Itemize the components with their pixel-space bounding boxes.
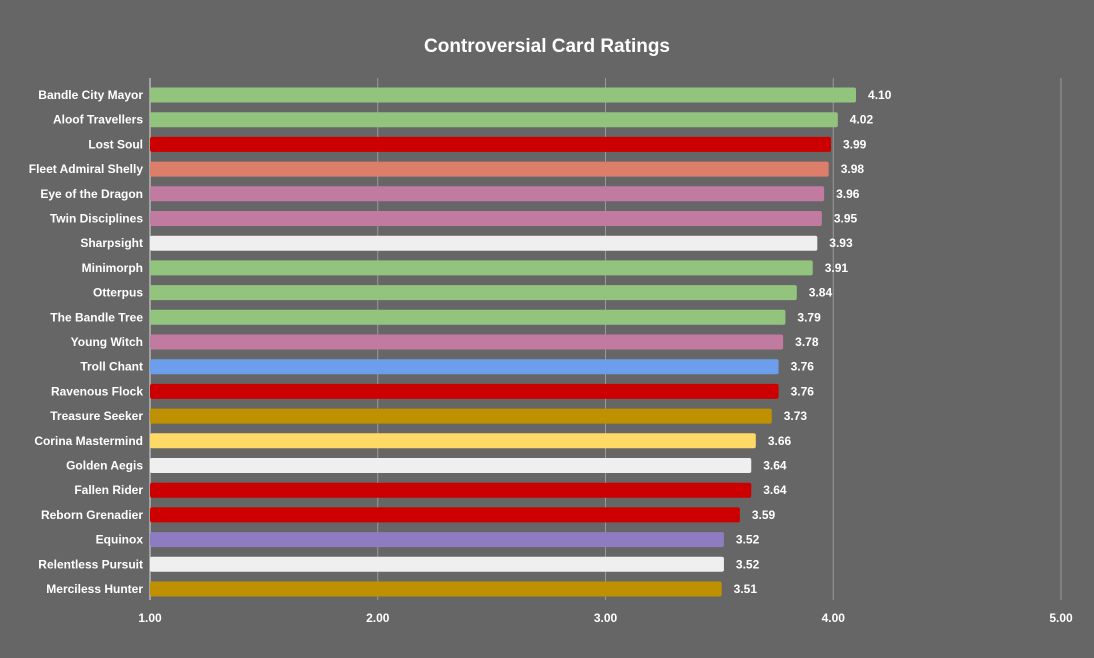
bar <box>150 186 825 202</box>
value-labels: 4.10 4.02 3.99 3.98 3.96 3.95 3.93 3.91 3.84 3.79… <box>734 88 892 596</box>
x-tick-label: 1.00 <box>138 611 162 625</box>
value-label: 3.66 <box>768 434 792 448</box>
value-label: 3.79 <box>797 310 821 324</box>
x-tick-label: 2.00 <box>366 611 390 625</box>
x-tick-label: 3.00 <box>594 611 618 625</box>
x-tick-label: 5.00 <box>1049 611 1073 625</box>
bar <box>150 581 722 597</box>
value-label: 3.76 <box>791 384 815 398</box>
value-label: 3.51 <box>734 582 758 596</box>
value-label: 3.98 <box>841 162 865 176</box>
x-tick-label: 4.00 <box>822 611 846 625</box>
value-label: 3.73 <box>784 409 808 423</box>
value-label: 3.95 <box>834 212 858 226</box>
category-label: Otterpus <box>93 286 143 300</box>
value-label: 3.64 <box>763 483 787 497</box>
value-label: 3.52 <box>736 533 760 547</box>
category-label: Corina Mastermind <box>34 434 143 448</box>
category-label: Troll Chant <box>80 360 143 374</box>
bar <box>150 383 779 399</box>
bar <box>150 433 756 449</box>
bar <box>150 482 752 498</box>
category-label: Reborn Grenadier <box>41 508 143 522</box>
bar <box>150 532 724 548</box>
category-label: Fallen Rider <box>74 483 143 497</box>
value-label: 3.64 <box>763 459 787 473</box>
bar <box>150 359 779 375</box>
value-label: 4.10 <box>868 88 892 102</box>
category-label: Merciless Hunter <box>46 582 143 596</box>
category-label: Bandle City Mayor <box>38 88 143 102</box>
category-label: Treasure Seeker <box>50 409 143 423</box>
category-label: Young Witch <box>71 335 143 349</box>
value-label: 3.96 <box>836 187 860 201</box>
chart-title: Controversial Card Ratings <box>424 36 670 57</box>
bar <box>150 112 838 128</box>
category-label: Lost Soul <box>88 137 143 151</box>
bar <box>150 87 857 103</box>
value-label: 3.78 <box>795 335 819 349</box>
category-label: Twin Disciplines <box>50 212 143 226</box>
bar <box>150 136 831 152</box>
category-label: Relentless Pursuit <box>38 557 143 571</box>
category-label: Fleet Admiral Shelly <box>29 162 144 176</box>
bar <box>150 408 772 424</box>
bar <box>150 556 724 572</box>
category-label: Equinox <box>96 533 144 547</box>
bar <box>150 161 829 177</box>
bar <box>150 285 797 301</box>
bar <box>150 334 784 350</box>
value-label: 3.84 <box>809 286 833 300</box>
category-labels: Bandle City Mayor Aloof Travellers Lost So… <box>29 88 144 596</box>
value-label: 3.76 <box>791 360 815 374</box>
bars <box>150 87 857 597</box>
category-label: Eye of the Dragon <box>40 187 143 201</box>
bar <box>150 260 813 276</box>
category-label: Ravenous Flock <box>51 384 143 398</box>
value-label: 3.59 <box>752 508 776 522</box>
bar <box>150 507 740 523</box>
bar <box>150 211 822 226</box>
category-label: Sharpsight <box>80 236 143 250</box>
category-label: Minimorph <box>82 261 143 275</box>
category-label: Aloof Travellers <box>53 113 143 127</box>
x-axis-ticks: 1.00 2.00 3.00 4.00 5.00 <box>138 611 1073 625</box>
value-label: 3.99 <box>843 137 867 151</box>
value-label: 3.52 <box>736 557 760 571</box>
category-label: The Bandle Tree <box>50 310 143 324</box>
category-label: Golden Aegis <box>66 459 143 473</box>
value-label: 4.02 <box>850 113 874 127</box>
bar <box>150 309 786 325</box>
bar <box>150 235 818 251</box>
value-label: 3.91 <box>825 261 849 275</box>
value-label: 3.93 <box>829 236 853 250</box>
bar <box>150 458 752 473</box>
